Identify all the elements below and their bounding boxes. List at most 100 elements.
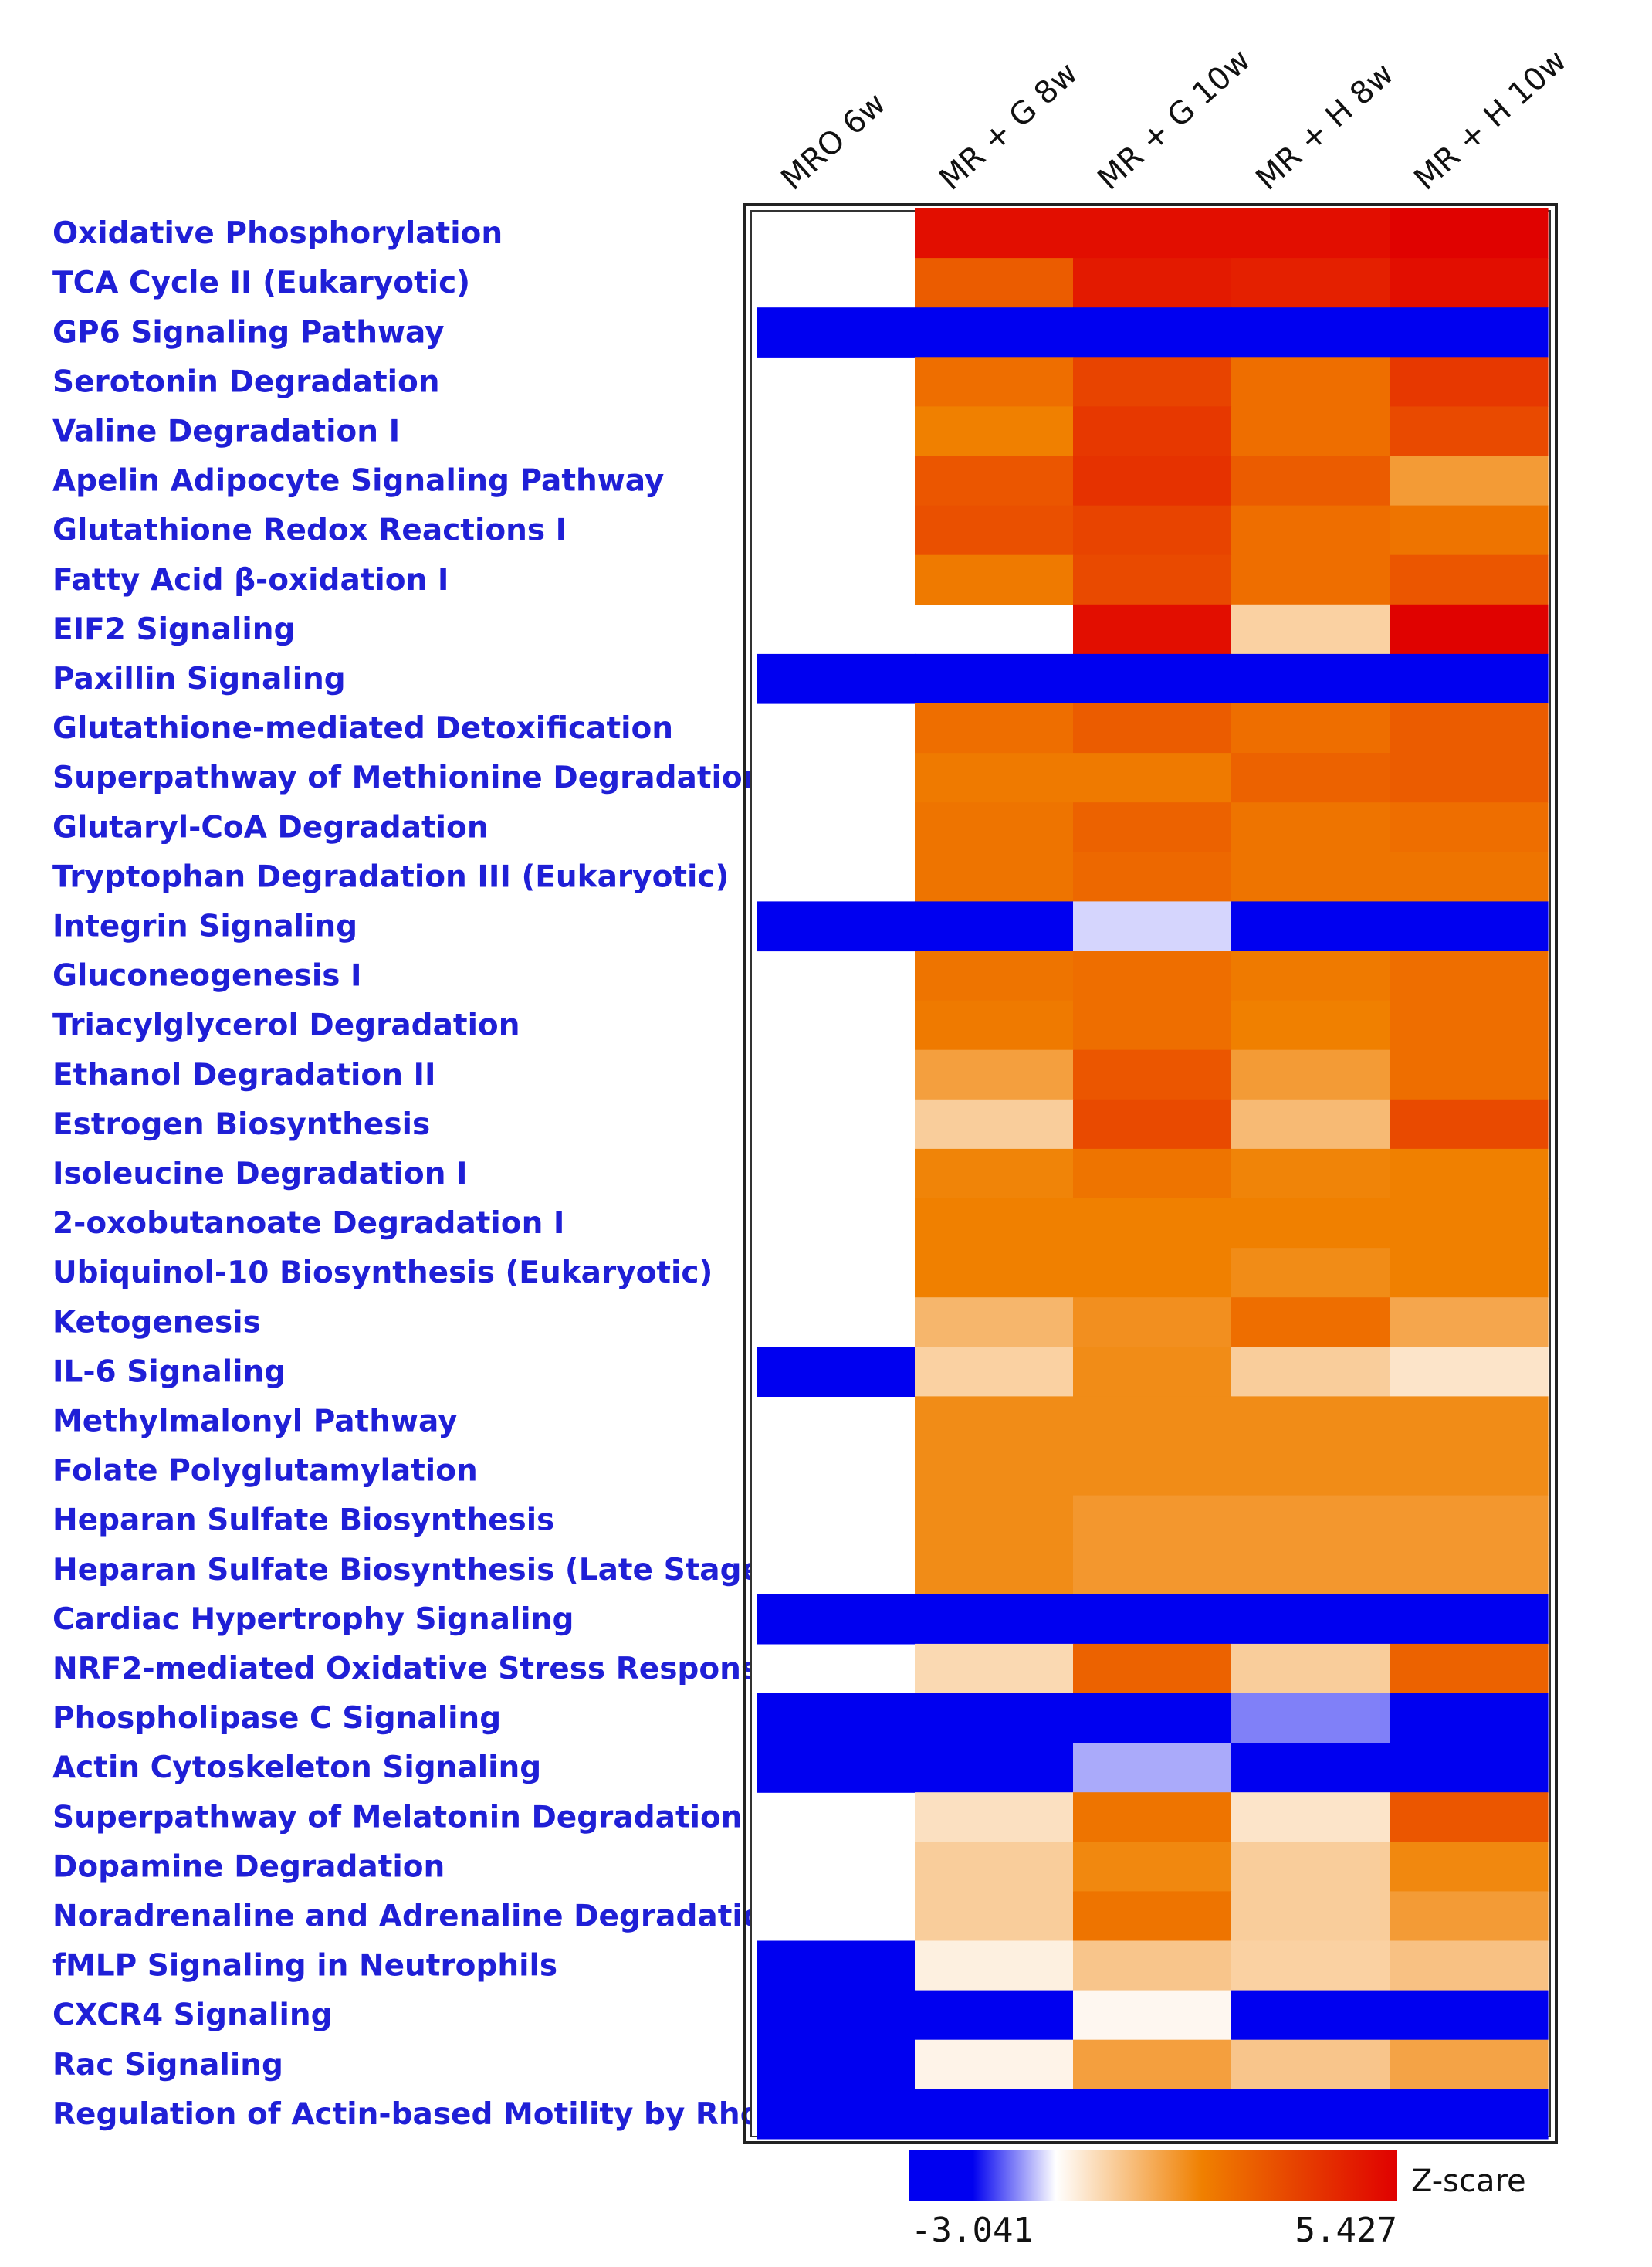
row-label: Paxillin Signaling xyxy=(52,662,346,696)
heatmap-cell xyxy=(1073,1940,1232,1991)
row-labels: Oxidative Phosphorylation TCA Cycle II (E… xyxy=(52,216,794,2132)
heatmap-cell xyxy=(1073,1198,1232,1249)
heatmap-cell xyxy=(1390,802,1549,852)
row-label: Regulation of Actin-based Motility by Rh… xyxy=(52,2097,761,2132)
row-label: GP6 Signaling Pathway xyxy=(52,315,445,350)
heatmap-cell xyxy=(757,901,916,952)
row-label: Cardiac Hypertrophy Signaling xyxy=(52,1602,574,1637)
heatmap-cell xyxy=(1231,1594,1390,1645)
heatmap-cell xyxy=(1390,554,1549,605)
heatmap-cell xyxy=(1390,1891,1549,1942)
heatmap-cell xyxy=(1073,852,1232,902)
heatmap-cell xyxy=(1390,1693,1549,1743)
color-scale-title: Z-scare xyxy=(1411,2164,1526,2199)
heatmap-cell xyxy=(1073,1544,1232,1595)
heatmap-cell xyxy=(1390,1198,1549,1249)
row-label: Apelin Adipocyte Signaling Pathway xyxy=(52,464,664,499)
heatmap-cell xyxy=(1231,1396,1390,1447)
heatmap-cell xyxy=(915,1495,1074,1546)
heatmap-cell xyxy=(1073,2039,1232,2090)
row-label: Glutathione-mediated Detoxification xyxy=(52,711,673,746)
heatmap-cell xyxy=(1073,1049,1232,1100)
heatmap-cell xyxy=(1073,1891,1232,1942)
heatmap-cell xyxy=(915,258,1074,308)
heatmap-cell xyxy=(1073,653,1232,704)
heatmap-cell xyxy=(1390,1940,1549,1991)
row-label: Glutathione Redox Reactions I xyxy=(52,513,567,548)
row-label: Superpathway of Melatonin Degradation xyxy=(52,1800,743,1835)
heatmap-cell xyxy=(915,703,1074,754)
heatmap-cell xyxy=(1073,1495,1232,1546)
heatmap-cell xyxy=(1231,1198,1390,1249)
heatmap-cell xyxy=(1073,1693,1232,1743)
heatmap-cell xyxy=(915,505,1074,556)
heatmap-cell xyxy=(915,951,1074,1001)
heatmap-cell xyxy=(915,456,1074,507)
color-scale-max-label: 5.427 xyxy=(1295,2211,1397,2250)
heatmap-cell xyxy=(1073,406,1232,457)
heatmap-cell xyxy=(1073,208,1232,259)
heatmap-cell xyxy=(1390,1792,1549,1842)
heatmap-cell xyxy=(1231,357,1390,407)
row-label: Dopamine Degradation xyxy=(52,1849,445,1884)
heatmap-cell xyxy=(1073,1099,1232,1150)
heatmap-cell xyxy=(1390,703,1549,754)
heatmap-cell xyxy=(915,1445,1074,1496)
heatmap-cell xyxy=(1390,1148,1549,1199)
heatmap-cell xyxy=(1073,604,1232,655)
heatmap-cell xyxy=(1231,1940,1390,1991)
heatmap-cell xyxy=(915,1396,1074,1447)
heatmap-cell xyxy=(1390,1248,1549,1298)
row-label: Valine Degradation I xyxy=(52,414,400,449)
heatmap-cell xyxy=(915,1940,1074,1991)
heatmap-cell xyxy=(915,406,1074,457)
heatmap-cell xyxy=(757,307,916,358)
heatmap-cell xyxy=(757,1743,916,1793)
heatmap-cell xyxy=(1390,208,1549,259)
row-label: Serotonin Degradation xyxy=(52,364,440,399)
heatmap-cell xyxy=(1390,1000,1549,1051)
heatmap-cell xyxy=(1390,1643,1549,1694)
heatmap-cell xyxy=(1390,901,1549,952)
heatmap-cell xyxy=(1231,2089,1390,2140)
heatmap-cell xyxy=(1390,1297,1549,1347)
heatmap-cell xyxy=(1390,1049,1549,1100)
heatmap-cell xyxy=(1390,357,1549,407)
heatmap-cell xyxy=(1231,1891,1390,1942)
row-label: Heparan Sulfate Biosynthesis xyxy=(52,1503,554,1538)
row-label: Phospholipase C Signaling xyxy=(52,1701,501,1736)
heatmap-cell xyxy=(1231,753,1390,803)
heatmap-cell xyxy=(1231,258,1390,308)
heatmap-cell xyxy=(915,1297,1074,1347)
column-label: MR + G 10w xyxy=(1091,42,1258,198)
heatmap-cell xyxy=(1231,1544,1390,1595)
heatmap-cell xyxy=(915,1544,1074,1595)
heatmap-cell xyxy=(915,901,1074,952)
heatmap-cell xyxy=(1073,2089,1232,2140)
heatmap-cell xyxy=(915,1049,1074,1100)
heatmap-cell xyxy=(1390,1445,1549,1496)
color-scale-bar xyxy=(909,2150,1397,2201)
heatmap-cell xyxy=(1231,604,1390,655)
row-label: Oxidative Phosphorylation xyxy=(52,216,503,251)
row-label: Noradrenaline and Adrenaline Degradation xyxy=(52,1899,784,1933)
row-label: Glutaryl-CoA Degradation xyxy=(52,810,489,845)
heatmap-cell xyxy=(757,1594,916,1645)
row-label: Integrin Signaling xyxy=(52,909,357,944)
row-label: Methylmalonyl Pathway xyxy=(52,1404,458,1438)
column-label: MR + H 10w xyxy=(1407,43,1573,198)
row-label: Folate Polyglutamylation xyxy=(52,1454,478,1489)
heatmap-cell xyxy=(915,1347,1074,1397)
column-label: MRO 6w xyxy=(774,86,892,197)
row-label: Tryptophan Degradation III (Eukaryotic) xyxy=(52,859,729,894)
heatmap-cell xyxy=(757,1347,916,1397)
heatmap-cell xyxy=(915,307,1074,358)
heatmap-cell xyxy=(757,1693,916,1743)
heatmap-cell xyxy=(1390,1396,1549,1447)
heatmap-cell xyxy=(1231,1495,1390,1546)
row-label: Heparan Sulfate Biosynthesis (Late Stage… xyxy=(52,1553,794,1588)
heatmap-cell xyxy=(1390,2039,1549,2090)
row-label: EIF2 Signaling xyxy=(52,612,295,647)
heatmap-cell xyxy=(1390,1544,1549,1595)
